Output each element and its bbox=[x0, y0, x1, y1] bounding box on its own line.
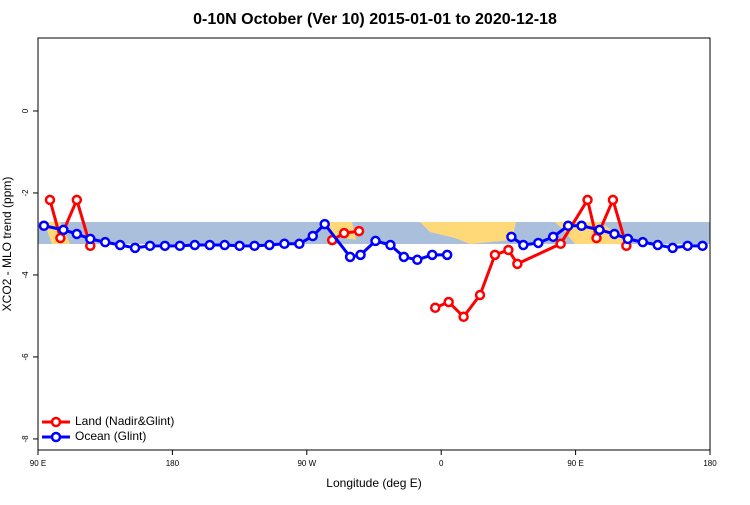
point bbox=[607, 194, 619, 206]
land-patch bbox=[420, 222, 516, 244]
point bbox=[189, 239, 201, 251]
y-tick-label: -8 bbox=[21, 435, 30, 443]
point bbox=[398, 251, 410, 263]
point bbox=[99, 236, 111, 248]
point bbox=[667, 242, 678, 254]
point bbox=[144, 240, 156, 252]
point bbox=[518, 239, 529, 251]
point bbox=[319, 218, 330, 230]
point bbox=[385, 239, 396, 251]
point bbox=[474, 289, 486, 301]
point bbox=[443, 296, 454, 308]
point bbox=[622, 233, 634, 245]
y-tick-label: 0 bbox=[21, 108, 30, 113]
point bbox=[512, 258, 523, 270]
point bbox=[547, 231, 559, 243]
point bbox=[344, 251, 356, 263]
point bbox=[279, 238, 290, 250]
x-tick-label: 0 bbox=[439, 459, 444, 468]
point bbox=[129, 242, 141, 254]
point bbox=[71, 228, 83, 240]
x-tick-label: 180 bbox=[703, 459, 717, 468]
point bbox=[338, 227, 350, 239]
point bbox=[489, 249, 501, 261]
point bbox=[697, 240, 708, 252]
point bbox=[159, 240, 171, 252]
point bbox=[412, 254, 423, 266]
point bbox=[555, 238, 566, 250]
point bbox=[458, 311, 469, 323]
point bbox=[562, 220, 574, 232]
chart-title: 0-10N October (Ver 10) 2015-01-01 to 202… bbox=[193, 11, 557, 28]
point bbox=[441, 249, 453, 261]
point bbox=[591, 232, 602, 244]
point bbox=[294, 238, 305, 250]
point bbox=[637, 236, 649, 248]
x-tick-label: 90 E bbox=[30, 459, 46, 468]
point bbox=[55, 232, 66, 244]
y-tick-label: -6 bbox=[21, 353, 30, 361]
point bbox=[44, 194, 56, 206]
ocean-band bbox=[38, 222, 710, 244]
legend-marker bbox=[50, 416, 62, 428]
plot-frame bbox=[37, 37, 711, 451]
point bbox=[355, 249, 366, 261]
point bbox=[506, 231, 517, 243]
point bbox=[58, 224, 69, 236]
point bbox=[426, 249, 438, 261]
point bbox=[370, 235, 381, 247]
series-line bbox=[48, 195, 628, 320]
point bbox=[503, 244, 514, 256]
x-tick-label: 90 W bbox=[297, 459, 316, 468]
point bbox=[594, 224, 605, 236]
point bbox=[85, 233, 96, 245]
point bbox=[682, 240, 693, 252]
x-tick-label: 90 E bbox=[567, 459, 583, 468]
point bbox=[429, 302, 441, 313]
legend-label: Land (Nadir&Glint) bbox=[75, 414, 174, 428]
point bbox=[71, 194, 83, 206]
point bbox=[114, 239, 126, 251]
point bbox=[264, 239, 275, 251]
y-axis-label: XCO2 - MLO trend (ppm) bbox=[0, 177, 14, 312]
point bbox=[174, 240, 186, 252]
point bbox=[609, 228, 620, 240]
y-tick-label: -4 bbox=[21, 271, 30, 279]
point bbox=[204, 239, 215, 251]
point bbox=[234, 240, 245, 252]
point bbox=[576, 220, 587, 232]
x-tick-label: 180 bbox=[166, 459, 180, 468]
point bbox=[582, 194, 593, 206]
point bbox=[353, 225, 365, 237]
point bbox=[533, 237, 544, 249]
legend-marker bbox=[50, 431, 62, 443]
point bbox=[307, 230, 319, 242]
point bbox=[219, 239, 230, 251]
x-axis-label: Longitude (deg E) bbox=[326, 476, 421, 490]
point bbox=[249, 240, 260, 252]
y-tick-label: -2 bbox=[21, 189, 30, 197]
point bbox=[652, 239, 663, 251]
legend-label: Ocean (Glint) bbox=[75, 429, 146, 443]
point bbox=[38, 220, 50, 232]
